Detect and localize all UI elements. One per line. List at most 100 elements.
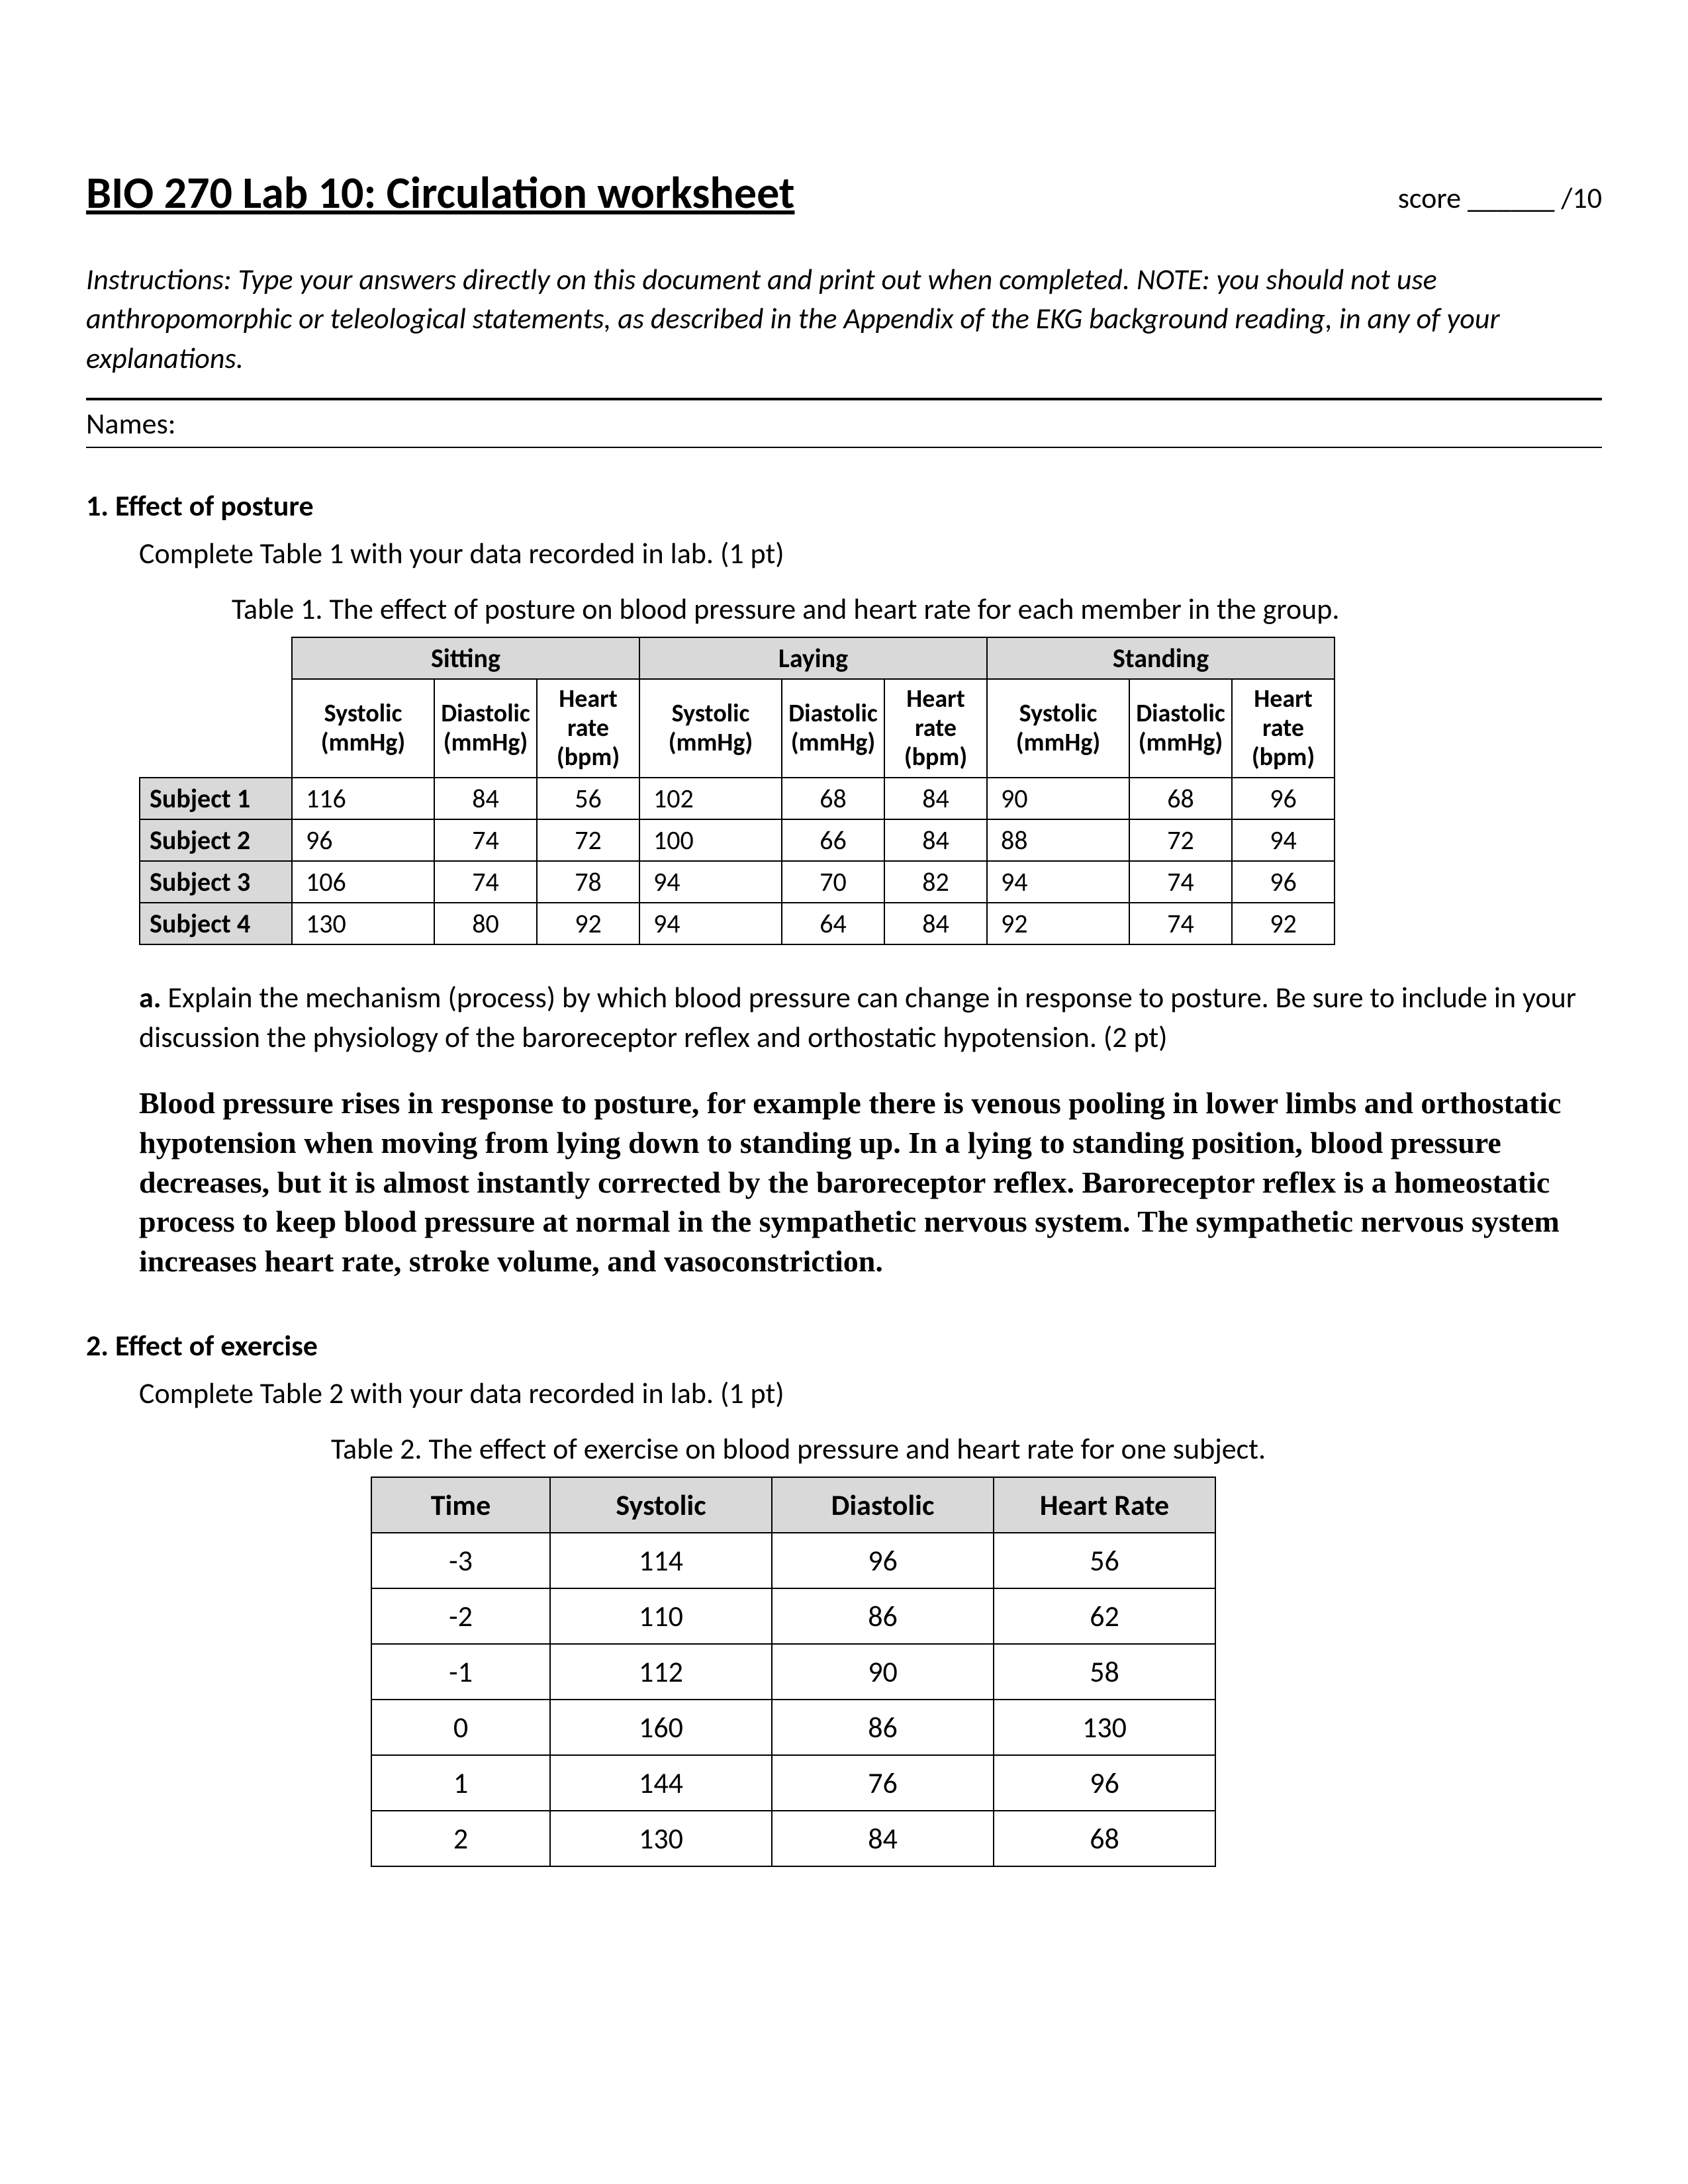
table1-group-sitting: Sitting	[292, 637, 639, 679]
page-title: BIO 270 Lab 10: Circulation worksheet	[86, 165, 794, 220]
table2-cell: 112	[550, 1644, 772, 1700]
table1-cell: 96	[1232, 861, 1335, 903]
table1-sub-6: Systolic (mmHg)	[987, 679, 1129, 778]
table1-header-row2: Systolic (mmHg) Diastolic (mmHg) Heart r…	[140, 679, 1335, 778]
table2-row-3: 0 160 86 130	[371, 1700, 1215, 1755]
table2-cell: 86	[772, 1700, 994, 1755]
table2-cell: 56	[994, 1533, 1215, 1588]
table2-row-1: -2 110 86 62	[371, 1588, 1215, 1644]
table1-cell: 68	[1129, 778, 1232, 819]
table2-cell: 90	[772, 1644, 994, 1700]
names-field[interactable]: Names:	[86, 400, 1602, 448]
table1-cell: 56	[537, 778, 639, 819]
table2-cell: 84	[772, 1811, 994, 1866]
table2-cell: 130	[994, 1700, 1215, 1755]
table1-cell: 74	[1129, 861, 1232, 903]
table2-cell: -2	[371, 1588, 550, 1644]
score-label: score ______ /10	[1398, 180, 1602, 216]
header-row: BIO 270 Lab 10: Circulation worksheet sc…	[86, 165, 1602, 220]
table1-cell: 68	[782, 778, 884, 819]
q2-heading: 2. Effect of exercise	[86, 1328, 1602, 1363]
instructions-text: Instructions: Type your answers directly…	[86, 260, 1602, 378]
table2-row-2: -1 112 90 58	[371, 1644, 1215, 1700]
table1-rowlabel-0: Subject 1	[140, 778, 292, 819]
table1-cell: 78	[537, 861, 639, 903]
table1-sub-5: Heart rate (bpm)	[884, 679, 987, 778]
table1-row-3: Subject 4 130 80 92 94 64 84 92 74 92	[140, 903, 1335, 944]
table1-cell: 130	[292, 903, 434, 944]
table1-sub-3: Systolic (mmHg)	[639, 679, 782, 778]
table1-row-2: Subject 3 106 74 78 94 70 82 94 74 96	[140, 861, 1335, 903]
table2: Time Systolic Diastolic Heart Rate -3 11…	[371, 1477, 1216, 1867]
table1-cell: 66	[782, 819, 884, 861]
q1-heading: 1. Effect of posture	[86, 488, 1602, 523]
table1-cell: 74	[1129, 903, 1232, 944]
table2-cell: 86	[772, 1588, 994, 1644]
table2-cell: 96	[772, 1533, 994, 1588]
table2-cell: 68	[994, 1811, 1215, 1866]
table1-cell: 82	[884, 861, 987, 903]
table1-cell: 84	[434, 778, 537, 819]
table1-cell: 64	[782, 903, 884, 944]
q1a-text: Explain the mechanism (process) by which…	[139, 979, 1576, 1054]
table1-cell: 74	[434, 819, 537, 861]
table1-cell: 100	[639, 819, 782, 861]
table1-sub-8: Heart rate (bpm)	[1232, 679, 1335, 778]
table2-row-4: 1 144 76 96	[371, 1755, 1215, 1811]
table2-row-5: 2 130 84 68	[371, 1811, 1215, 1866]
table1-cell: 84	[884, 819, 987, 861]
table1-cell: 106	[292, 861, 434, 903]
table1-header-row1: Sitting Laying Standing	[140, 637, 1335, 679]
table2-cell: 110	[550, 1588, 772, 1644]
table1-cell: 94	[1232, 819, 1335, 861]
q1a-prompt: a. Explain the mechanism (process) by wh…	[139, 978, 1589, 1057]
table2-cell: 1	[371, 1755, 550, 1811]
table1-cell: 84	[884, 778, 987, 819]
q1a-label: a.	[139, 979, 161, 1015]
table2-h1: Systolic	[550, 1477, 772, 1533]
table1-sub-2: Heart rate (bpm)	[537, 679, 639, 778]
table1-row-0: Subject 1 116 84 56 102 68 84 90 68 96	[140, 778, 1335, 819]
table1-cell: 72	[1129, 819, 1232, 861]
table2-cell: 58	[994, 1644, 1215, 1700]
table1-cell: 96	[292, 819, 434, 861]
table2-cell: 76	[772, 1755, 994, 1811]
table1-cell: 94	[987, 861, 1129, 903]
table2-row-0: -3 114 96 56	[371, 1533, 1215, 1588]
table2-header-row: Time Systolic Diastolic Heart Rate	[371, 1477, 1215, 1533]
table2-cell: 114	[550, 1533, 772, 1588]
table2-cell: 0	[371, 1700, 550, 1755]
table2-cell: 96	[994, 1755, 1215, 1811]
table2-cell: 144	[550, 1755, 772, 1811]
table1-cell: 70	[782, 861, 884, 903]
table1-cell: 72	[537, 819, 639, 861]
table1-cell: 88	[987, 819, 1129, 861]
table1-cell: 102	[639, 778, 782, 819]
table1-sub-7: Diastolic (mmHg)	[1129, 679, 1232, 778]
table1-sub-4: Diastolic (mmHg)	[782, 679, 884, 778]
table1-cell: 92	[1232, 903, 1335, 944]
table1-cell: 92	[537, 903, 639, 944]
table1-sub-0: Systolic (mmHg)	[292, 679, 434, 778]
table1-cell: 90	[987, 778, 1129, 819]
q2-sub: Complete Table 2 with your data recorded…	[139, 1375, 1602, 1411]
table2-cell: -3	[371, 1533, 550, 1588]
table2-cell: -1	[371, 1644, 550, 1700]
table1-cell: 94	[639, 861, 782, 903]
table2-h0: Time	[371, 1477, 550, 1533]
q1-sub: Complete Table 1 with your data recorded…	[139, 535, 1602, 571]
table1-rowlabel-1: Subject 2	[140, 819, 292, 861]
table2-h2: Diastolic	[772, 1477, 994, 1533]
table1: Sitting Laying Standing Systolic (mmHg) …	[139, 637, 1335, 945]
table2-cell: 2	[371, 1811, 550, 1866]
table1-cell: 74	[434, 861, 537, 903]
q1a-answer: Blood pressure rises in response to post…	[139, 1083, 1575, 1281]
table1-corner	[140, 637, 292, 778]
table1-row-1: Subject 2 96 74 72 100 66 84 88 72 94	[140, 819, 1335, 861]
table1-cell: 94	[639, 903, 782, 944]
table2-h3: Heart Rate	[994, 1477, 1215, 1533]
table1-cell: 80	[434, 903, 537, 944]
table1-rowlabel-3: Subject 4	[140, 903, 292, 944]
table1-sub-1: Diastolic (mmHg)	[434, 679, 537, 778]
table2-cell: 160	[550, 1700, 772, 1755]
